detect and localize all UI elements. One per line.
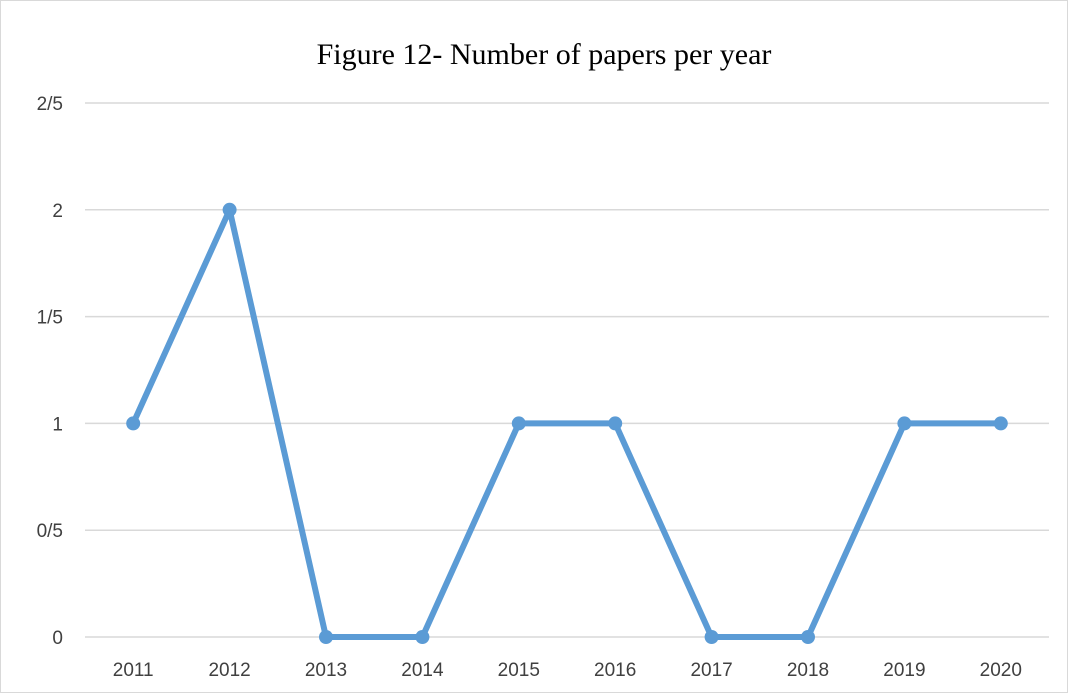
data-point <box>511 416 526 431</box>
x-tick-label: 2020 <box>980 660 1022 681</box>
x-tick-label: 2016 <box>594 660 636 681</box>
data-point <box>897 416 912 431</box>
data-point <box>222 202 237 217</box>
y-tick-label: 0/5 <box>37 521 63 542</box>
y-tick-label: 2 <box>52 201 63 222</box>
series <box>126 202 1008 644</box>
data-point <box>704 630 719 644</box>
data-point <box>993 416 1008 431</box>
y-tick-label: 0 <box>52 628 63 649</box>
y-tick-label: 2/5 <box>37 94 63 115</box>
x-tick-label: 2017 <box>690 660 732 681</box>
chart-title: Figure 12- Number of papers per year <box>317 38 772 71</box>
y-tick-label: 1/5 <box>37 308 63 329</box>
gridlines <box>85 102 1049 638</box>
x-tick-label: 2014 <box>401 660 444 681</box>
data-point <box>126 416 141 431</box>
data-point <box>608 416 623 431</box>
data-point <box>415 630 430 644</box>
x-tick-label: 2018 <box>787 660 829 681</box>
x-tick-label: 2012 <box>208 660 250 681</box>
y-axis-tick-labels: 0 0/5 1 1/5 2 2/5 <box>37 94 63 649</box>
x-tick-label: 2013 <box>305 660 347 681</box>
series-line <box>130 206 1004 640</box>
x-axis-tick-labels: 2011 2012 2013 2014 2015 2016 2017 2018 2019 2020 <box>113 660 1022 681</box>
data-point <box>319 630 333 644</box>
x-tick-label: 2011 <box>113 660 154 681</box>
data-point <box>801 630 815 644</box>
x-tick-label: 2015 <box>498 660 540 681</box>
x-tick-label: 2019 <box>883 660 925 681</box>
y-tick-label: 1 <box>52 414 63 435</box>
